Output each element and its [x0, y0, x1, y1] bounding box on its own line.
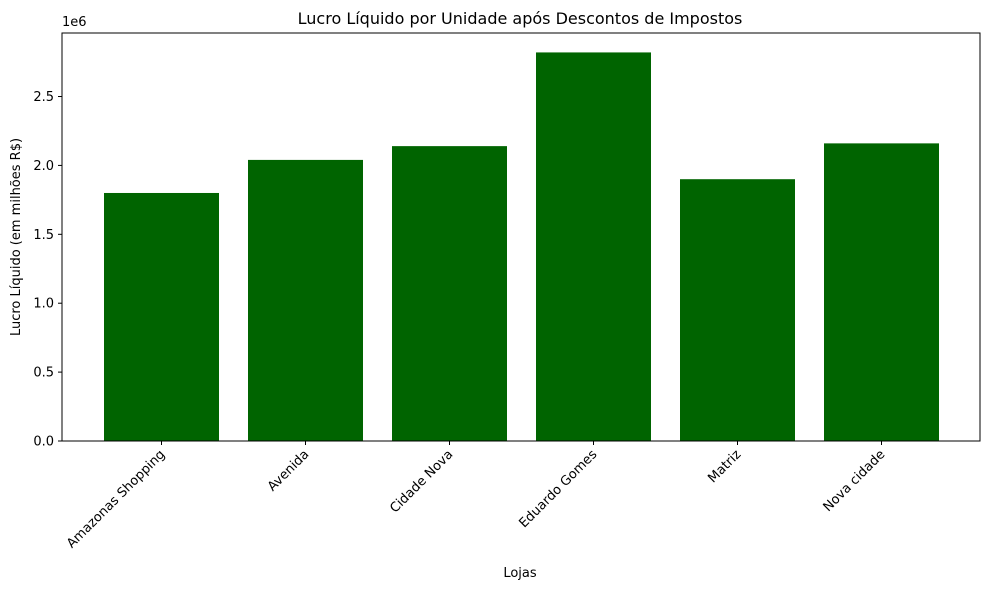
y-axis: 0.0 0.5 1.0 1.5 2.0 2.5	[33, 90, 62, 450]
y-axis-label: Lucro Líquido (em milhões R$)	[9, 138, 24, 336]
y-tick-label: 2.5	[33, 90, 54, 105]
bar-avenida	[248, 159, 363, 442]
y-tick-label: 1.5	[33, 228, 54, 243]
bar-eduardo-gomes	[536, 52, 651, 442]
y-tick-label: 0.5	[33, 366, 54, 381]
bar-nova-cidade	[824, 143, 939, 441]
y-tick-label: 2.0	[33, 159, 54, 174]
y-tick-label: 1.0	[33, 297, 54, 312]
bar-amazonas-shopping	[104, 192, 219, 441]
bars-group	[104, 52, 939, 442]
chart-title: Lucro Líquido por Unidade após Descontos…	[298, 9, 743, 28]
y-offset-label: 1e6	[62, 15, 87, 30]
bar-matriz	[680, 179, 795, 442]
y-tick-label: 0.0	[33, 435, 54, 450]
plot-frame	[61, 32, 981, 442]
bar-cidade-nova	[392, 146, 507, 441]
x-axis-label: Lojas	[503, 566, 537, 581]
